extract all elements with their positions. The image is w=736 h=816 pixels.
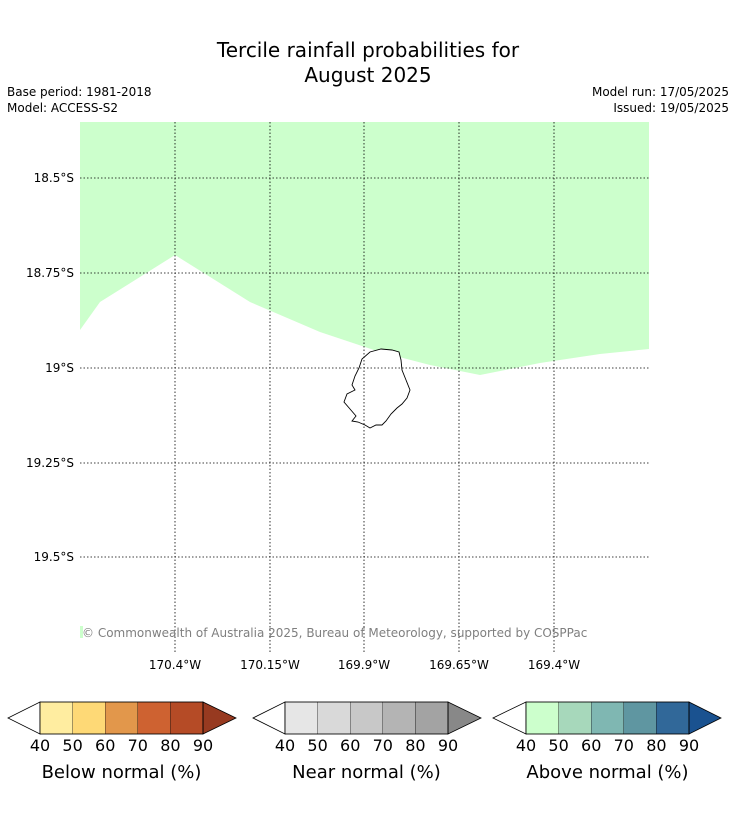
colorbar-under-triangle [252, 701, 286, 735]
colorbar-swatch [105, 701, 138, 735]
title-line-2: August 2025 [304, 63, 432, 87]
model-name: Model: ACCESS-S2 [7, 101, 119, 115]
colorbar-swatch [284, 701, 318, 735]
colorbar-outline [525, 701, 690, 735]
title-line-1: Tercile rainfall probabilities for [216, 38, 520, 62]
colorbar-title: Below normal (%) [42, 762, 202, 783]
colorbar-tick-label: 70 [373, 736, 393, 755]
meta-right: Model run: 17/05/2025 Issued: 19/05/2025 [592, 84, 729, 116]
colorbar-tick-label: 60 [581, 736, 601, 755]
colorbar-tick-label: 50 [548, 736, 568, 755]
colorbar-1: 40 50 60 70 80 90 Below normal (%) [7, 701, 237, 783]
colorbar-swatch [382, 701, 416, 735]
colorbar-tick-label: 50 [62, 736, 82, 755]
colorbar-swatch [415, 701, 449, 735]
colorbar-tick-label: 60 [340, 736, 360, 755]
colorbar-swatch [39, 701, 73, 735]
colorbar-tick-label: 80 [646, 736, 666, 755]
base-period: Base period: 1981-2018 [7, 85, 152, 99]
x-tick-label-4: 169.65°W [429, 658, 489, 672]
colorbar-tick-label: 40 [516, 736, 536, 755]
colorbar-tick-label: 90 [193, 736, 213, 755]
colorbar-title: Near normal (%) [292, 762, 441, 783]
x-tick-labels: 170.4°W 170.15°W 169.9°W 169.65°W 169.4°… [149, 658, 580, 672]
colorbar-swatch [591, 701, 624, 735]
colorbar-swatch [170, 701, 204, 735]
model-run: Model run: 17/05/2025 [591, 85, 729, 99]
colorbar-2: 40 50 60 70 80 90 Near normal (%) [252, 701, 482, 783]
x-tick-label-2: 170.15°W [240, 658, 300, 672]
colorbar-title: Above normal (%) [526, 762, 688, 783]
issued-date: Issued: 19/05/2025 [613, 101, 729, 115]
colorbar-tick-label: 70 [614, 736, 634, 755]
colorbar-swatch [656, 701, 690, 735]
colorbar-tick-label: 90 [679, 736, 699, 755]
above-normal-region [80, 122, 649, 375]
colorbar-tick-label: 60 [95, 736, 115, 755]
colorbar-swatch [137, 701, 171, 735]
x-tick-label-5: 169.4°W [528, 658, 580, 672]
colorbar-tick-label: 40 [275, 736, 295, 755]
colorbar-under-triangle [7, 701, 41, 735]
y-tick-label-5: 19.5°S [34, 550, 74, 564]
island-outline [343, 348, 411, 429]
colorbar-tick-label: 80 [160, 736, 180, 755]
x-tick-label-1: 170.4°W [149, 658, 201, 672]
y-tick-labels: 18.5°S 18.75°S 19°S 19.25°S 19.5°S [26, 171, 74, 564]
y-tick-label-1: 18.5°S [34, 171, 74, 185]
meta-left: Base period: 1981-2018 Model: ACCESS-S2 [7, 84, 152, 116]
colorbar-swatch [525, 701, 559, 735]
y-tick-label-2: 18.75°S [26, 266, 74, 280]
colorbar-swatch [558, 701, 592, 735]
colorbar-tick-label: 50 [307, 736, 327, 755]
colorbar-tick-label: 80 [405, 736, 425, 755]
colorbar-tick-label: 40 [30, 736, 50, 755]
colorbar-3: 40 50 60 70 80 90 Above normal (%) [492, 701, 722, 783]
y-tick-label-3: 19°S [45, 361, 74, 375]
copyright-text: © Commonwealth of Australia 2025, Bureau… [82, 626, 587, 640]
y-tick-label-4: 19.25°S [26, 456, 74, 470]
copyright-swatch [80, 626, 83, 638]
map-panel: 18.5°S 18.75°S 19°S 19.25°S 19.5°S 170.4… [26, 122, 649, 672]
colorbar-outline [39, 701, 204, 735]
colorbar-under-triangle [492, 701, 527, 735]
colorbar-tick-label: 70 [128, 736, 148, 755]
gridlines [80, 122, 649, 652]
colorbar-swatch [317, 701, 351, 735]
colorbar-swatch [350, 701, 383, 735]
colorbar-tick-label: 90 [438, 736, 458, 755]
map-title: Tercile rainfall probabilities for Augus… [0, 38, 736, 88]
colorbar-swatch [72, 701, 106, 735]
colorbar-swatch [623, 701, 657, 735]
colorbar-over-triangle [202, 701, 237, 735]
colorbar-over-triangle [447, 701, 482, 735]
colorbar-over-triangle [688, 701, 722, 735]
colorbar-outline [284, 701, 449, 735]
colorbar-legends: 40 50 60 70 80 90 Below normal (%) 40 50 60 70 80 90… [7, 701, 722, 783]
x-tick-label-3: 169.9°W [338, 658, 390, 672]
